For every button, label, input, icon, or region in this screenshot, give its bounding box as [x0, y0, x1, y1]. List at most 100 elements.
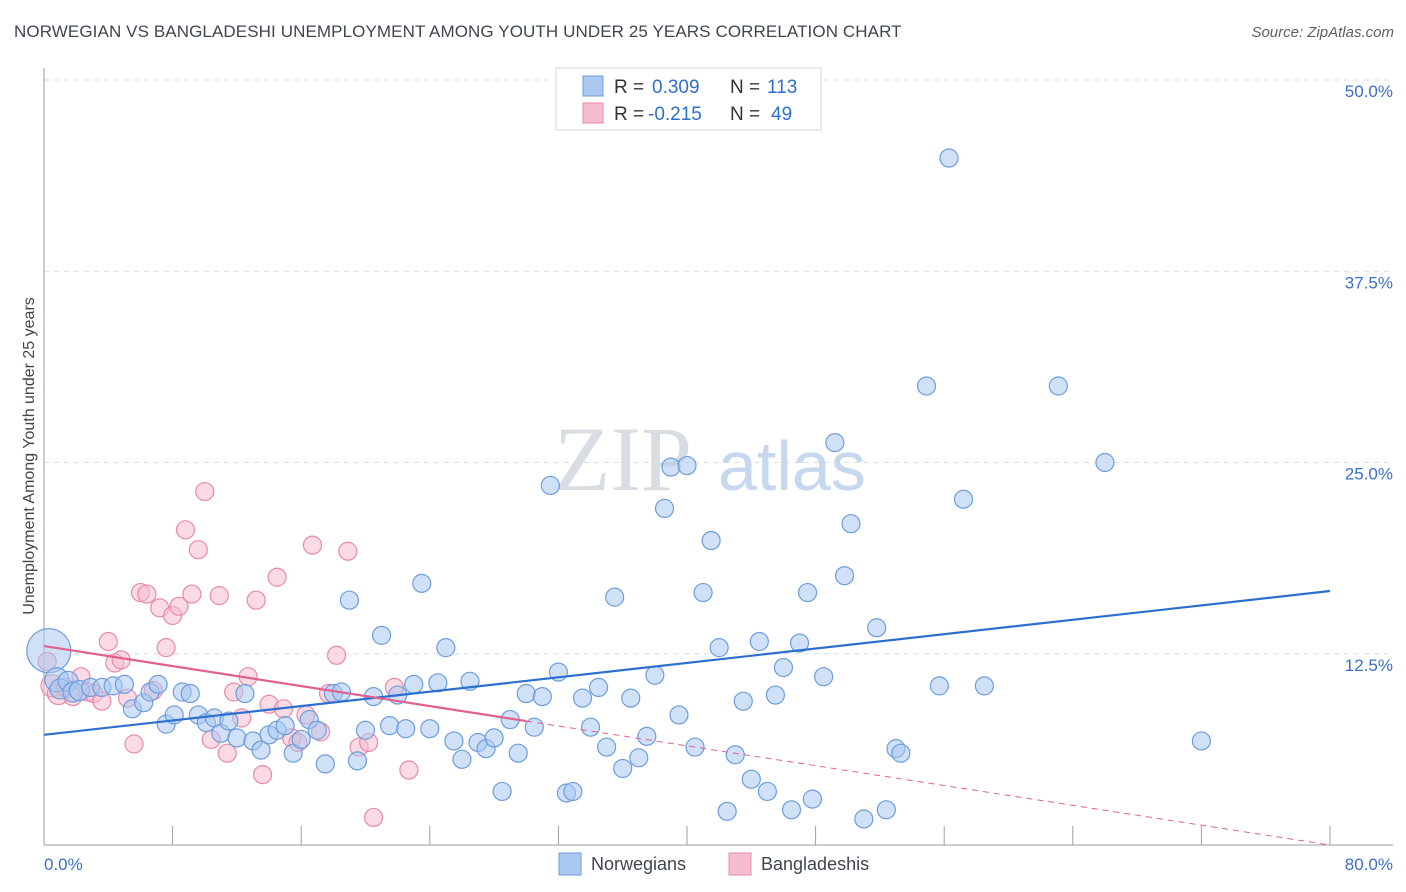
bangladeshis-point-31 [246, 590, 266, 610]
series-norwegians [26, 148, 1212, 829]
norwegians-point-51 [452, 749, 472, 769]
norwegians-point-44 [396, 719, 416, 739]
norwegians-point-111 [1191, 731, 1212, 751]
norwegians-point-58 [508, 743, 528, 763]
norwegians-point-62 [540, 475, 560, 496]
norwegians-point-105 [916, 376, 937, 396]
bangladeshis-point-23 [188, 540, 208, 560]
norwegians-point-59 [516, 683, 536, 704]
legend-n-label-2: N = [730, 104, 760, 125]
x-tick-label-1: 80.0% [1345, 855, 1393, 874]
watermark-atlas: atlas [718, 427, 866, 505]
norwegians-point-77 [661, 457, 681, 477]
norwegians-point-99 [841, 514, 861, 534]
norwegians-point-39 [355, 720, 376, 740]
watermark: ZIP atlas [554, 408, 866, 510]
norwegians-point-94 [797, 582, 818, 603]
norwegians-point-0 [26, 628, 72, 674]
grid-lines [44, 79, 1393, 655]
norwegians-point-108 [953, 489, 974, 509]
norwegians-point-61 [532, 686, 552, 707]
norwegians-point-65 [563, 781, 583, 802]
legend-n-value-1: 113 [767, 77, 797, 98]
norwegians-point-104 [891, 743, 911, 763]
bangladeshis-point-43 [338, 541, 358, 561]
legend-n-value-2: 49 [771, 104, 792, 125]
norwegians-point-90 [765, 685, 786, 705]
norwegians-point-24 [235, 683, 255, 704]
norwegians-point-81 [693, 582, 713, 603]
norwegians-point-79 [677, 455, 697, 476]
norwegians-point-75 [645, 665, 665, 685]
norwegians-point-109 [1048, 376, 1068, 396]
norwegians-point-87 [741, 769, 761, 789]
norwegians-point-49 [436, 638, 456, 658]
norwegians-point-69 [597, 737, 617, 757]
series-legend-swatch-norwegians [558, 852, 582, 876]
norwegians-point-101 [867, 618, 887, 638]
norwegians-point-78 [669, 705, 689, 725]
norwegians-point-92 [781, 800, 802, 820]
norwegians-point-102 [876, 800, 896, 820]
norwegians-point-41 [371, 625, 392, 645]
bangladeshis-point-15 [137, 584, 157, 604]
norwegians-point-23 [227, 728, 247, 748]
norwegians-point-97 [825, 433, 845, 453]
bangladeshis-point-48 [399, 760, 419, 780]
y-tick-label-0: 12.5% [1345, 656, 1393, 675]
bangladeshis-point-34 [267, 567, 287, 587]
bangladeshis-point-21 [175, 520, 196, 540]
norwegians-point-93 [789, 633, 810, 653]
norwegians-point-29 [275, 716, 295, 736]
norwegians-point-9 [114, 674, 134, 694]
bangladeshis-point-27 [217, 743, 237, 763]
y-axis-title: Unemployment Among Youth under 25 years [21, 297, 38, 615]
trend-line-bangladeshis [43, 645, 527, 723]
legend-r-value-1: 0.309 [652, 77, 700, 98]
norwegians-point-89 [757, 781, 777, 802]
norwegians-point-70 [605, 587, 625, 607]
norwegians-point-55 [484, 728, 504, 748]
y-tick-labels: 12.5% 25.0% 37.5% 50.0% [1345, 82, 1393, 675]
norwegians-point-50 [444, 731, 464, 751]
norwegians-point-22 [219, 711, 239, 731]
bangladeshis-point-32 [253, 765, 273, 785]
series-legend-label-bangladeshis: Bangladeshis [761, 854, 869, 874]
norwegians-point-68 [588, 677, 609, 698]
source-label: Source: ZipAtlas.com [1251, 24, 1394, 41]
norwegians-point-47 [420, 719, 440, 739]
chart-title: NORWEGIAN VS BANGLADESHI UNEMPLOYMENT AM… [14, 22, 902, 41]
bangladeshis-point-22 [182, 584, 202, 604]
trend-lines [43, 589, 1331, 846]
norwegians-point-46 [412, 573, 432, 593]
norwegians-point-13 [148, 674, 168, 694]
legend-swatch-blue [582, 75, 604, 97]
norwegians-point-37 [339, 590, 360, 610]
norwegians-point-106 [929, 676, 949, 696]
legend-box: R = 0.309 N = 113 R = -0.215 N = 49 [555, 67, 822, 131]
trend-line-norwegians [43, 589, 1331, 736]
trend-line-bangladeshis-extension [526, 720, 1331, 846]
axes [43, 68, 1393, 846]
norwegians-point-17 [180, 683, 200, 704]
series-legend-label-norwegians: Norwegians [591, 854, 686, 874]
norwegians-point-42 [380, 716, 400, 736]
norwegians-point-82 [701, 530, 721, 551]
legend-swatch-pink [582, 102, 604, 124]
norwegians-point-31 [291, 729, 311, 750]
norwegians-point-71 [613, 758, 633, 779]
norwegians-point-73 [629, 748, 649, 768]
norwegians-point-86 [733, 691, 753, 711]
norwegians-point-74 [637, 726, 657, 746]
norwegians-point-107 [939, 148, 959, 168]
norwegians-point-88 [749, 631, 769, 652]
norwegians-point-38 [347, 751, 368, 771]
bangladeshis-point-24 [195, 481, 215, 502]
y-tick-label-2: 37.5% [1345, 273, 1393, 292]
x-tick-labels: 0.0% 80.0% [44, 855, 1393, 874]
norwegians-point-84 [717, 801, 737, 821]
bangladeshis-point-42 [326, 645, 347, 665]
x-tick-label-0: 0.0% [44, 855, 83, 874]
norwegians-point-33 [307, 720, 327, 740]
